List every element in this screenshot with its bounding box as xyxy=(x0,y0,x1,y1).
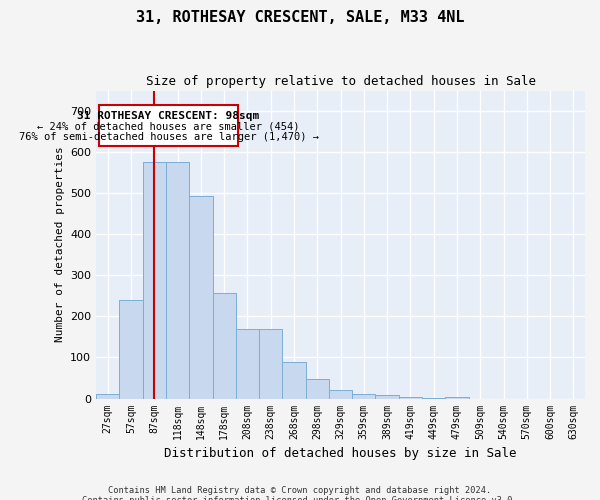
Bar xyxy=(96,394,119,398)
Text: 31, ROTHESAY CRESCENT, SALE, M33 4NL: 31, ROTHESAY CRESCENT, SALE, M33 4NL xyxy=(136,10,464,25)
Bar xyxy=(189,196,212,398)
Bar xyxy=(399,396,422,398)
Bar xyxy=(143,162,166,398)
Bar xyxy=(283,362,305,399)
X-axis label: Distribution of detached houses by size in Sale: Distribution of detached houses by size … xyxy=(164,447,517,460)
Text: Contains public sector information licensed under the Open Government Licence v3: Contains public sector information licen… xyxy=(82,496,518,500)
Text: 76% of semi-detached houses are larger (1,470) →: 76% of semi-detached houses are larger (… xyxy=(19,132,319,141)
Bar xyxy=(212,293,236,399)
Title: Size of property relative to detached houses in Sale: Size of property relative to detached ho… xyxy=(146,75,536,88)
Text: ← 24% of detached houses are smaller (454): ← 24% of detached houses are smaller (45… xyxy=(37,122,300,132)
Bar xyxy=(119,300,143,398)
Bar xyxy=(445,396,469,398)
Bar xyxy=(352,394,376,398)
Bar xyxy=(236,328,259,398)
Bar xyxy=(259,328,283,398)
Bar xyxy=(329,390,352,398)
Text: Contains HM Land Registry data © Crown copyright and database right 2024.: Contains HM Land Registry data © Crown c… xyxy=(109,486,491,495)
Bar xyxy=(166,162,189,398)
Text: 31 ROTHESAY CRESCENT: 98sqm: 31 ROTHESAY CRESCENT: 98sqm xyxy=(77,111,260,121)
Bar xyxy=(376,396,399,398)
Y-axis label: Number of detached properties: Number of detached properties xyxy=(55,146,65,342)
Bar xyxy=(305,380,329,398)
FancyBboxPatch shape xyxy=(99,105,238,146)
